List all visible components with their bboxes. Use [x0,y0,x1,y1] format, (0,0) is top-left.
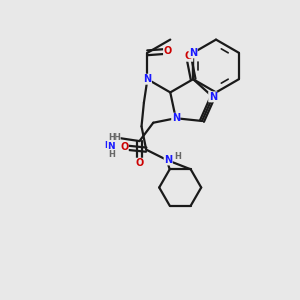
Text: O: O [184,51,193,61]
Text: H: H [108,150,115,159]
Text: N: N [108,142,115,151]
Text: O: O [120,142,128,152]
Text: O: O [135,158,144,168]
Text: H: H [113,133,120,142]
Text: N: N [209,92,217,102]
Text: H: H [174,152,181,161]
Text: N: N [143,74,152,84]
Text: N: N [164,155,172,165]
Text: H: H [108,133,115,142]
Text: N: N [104,141,111,150]
Text: O: O [164,46,172,56]
Text: N: N [172,113,180,123]
Text: N: N [189,48,197,58]
